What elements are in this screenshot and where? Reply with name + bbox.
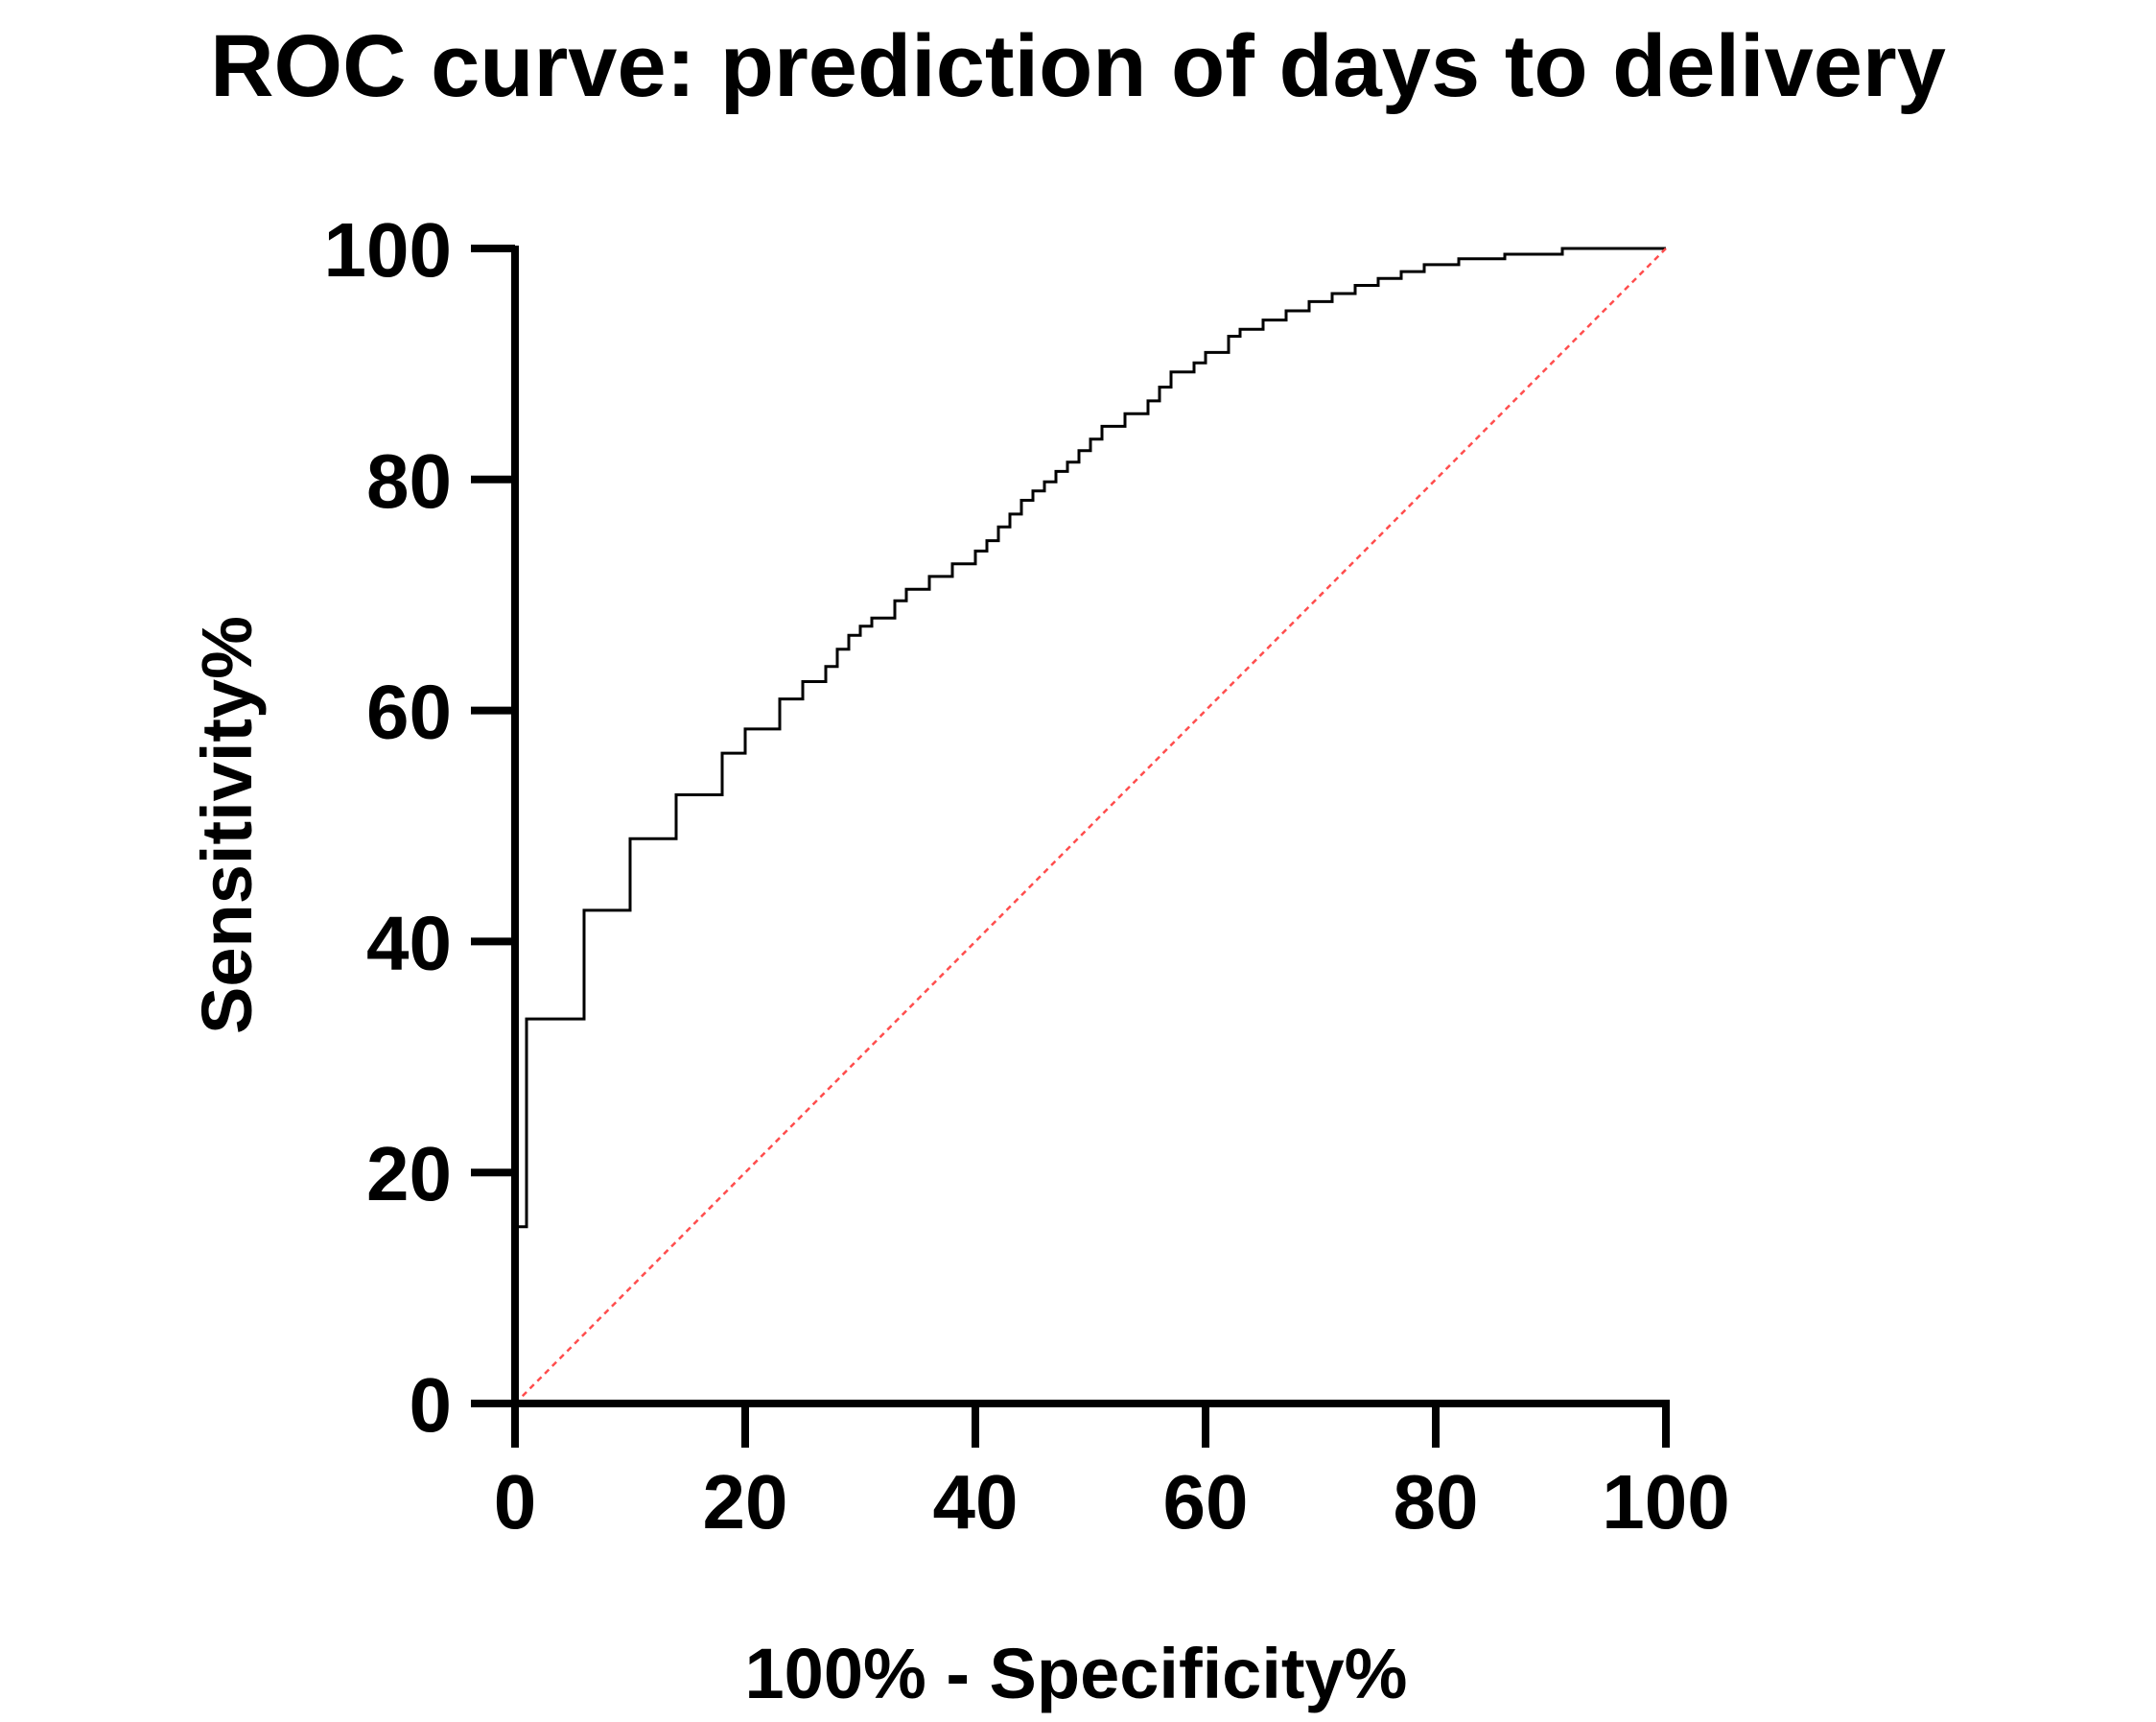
y-tick-label: 60 xyxy=(366,670,452,755)
x-tick-label: 40 xyxy=(933,1459,1019,1545)
x-tick-label: 100 xyxy=(1602,1459,1729,1545)
plot-series xyxy=(513,247,1667,1404)
y-tick-label: 20 xyxy=(366,1131,452,1216)
x-tick-label: 0 xyxy=(494,1459,537,1545)
reference-diagonal-line xyxy=(514,248,1667,1404)
x-tick-label: 60 xyxy=(1163,1459,1249,1545)
y-tick-label: 80 xyxy=(366,438,452,524)
axes: 0 20 40 60 80 100 0 20 40 60 80 100 xyxy=(324,207,1730,1545)
x-axis-label: 100% - Specificity% xyxy=(745,1634,1408,1713)
y-tick-label: 40 xyxy=(366,900,452,985)
x-tick-label: 20 xyxy=(703,1459,788,1545)
chart-title: ROC curve: prediction of days to deliver… xyxy=(210,17,1946,115)
roc-curve-line xyxy=(513,247,1666,1404)
y-axis-label: Sensitivity% xyxy=(187,616,267,1034)
x-tick-label: 80 xyxy=(1394,1459,1479,1545)
y-tick-label: 0 xyxy=(410,1362,453,1448)
y-tick-label: 100 xyxy=(324,207,452,293)
